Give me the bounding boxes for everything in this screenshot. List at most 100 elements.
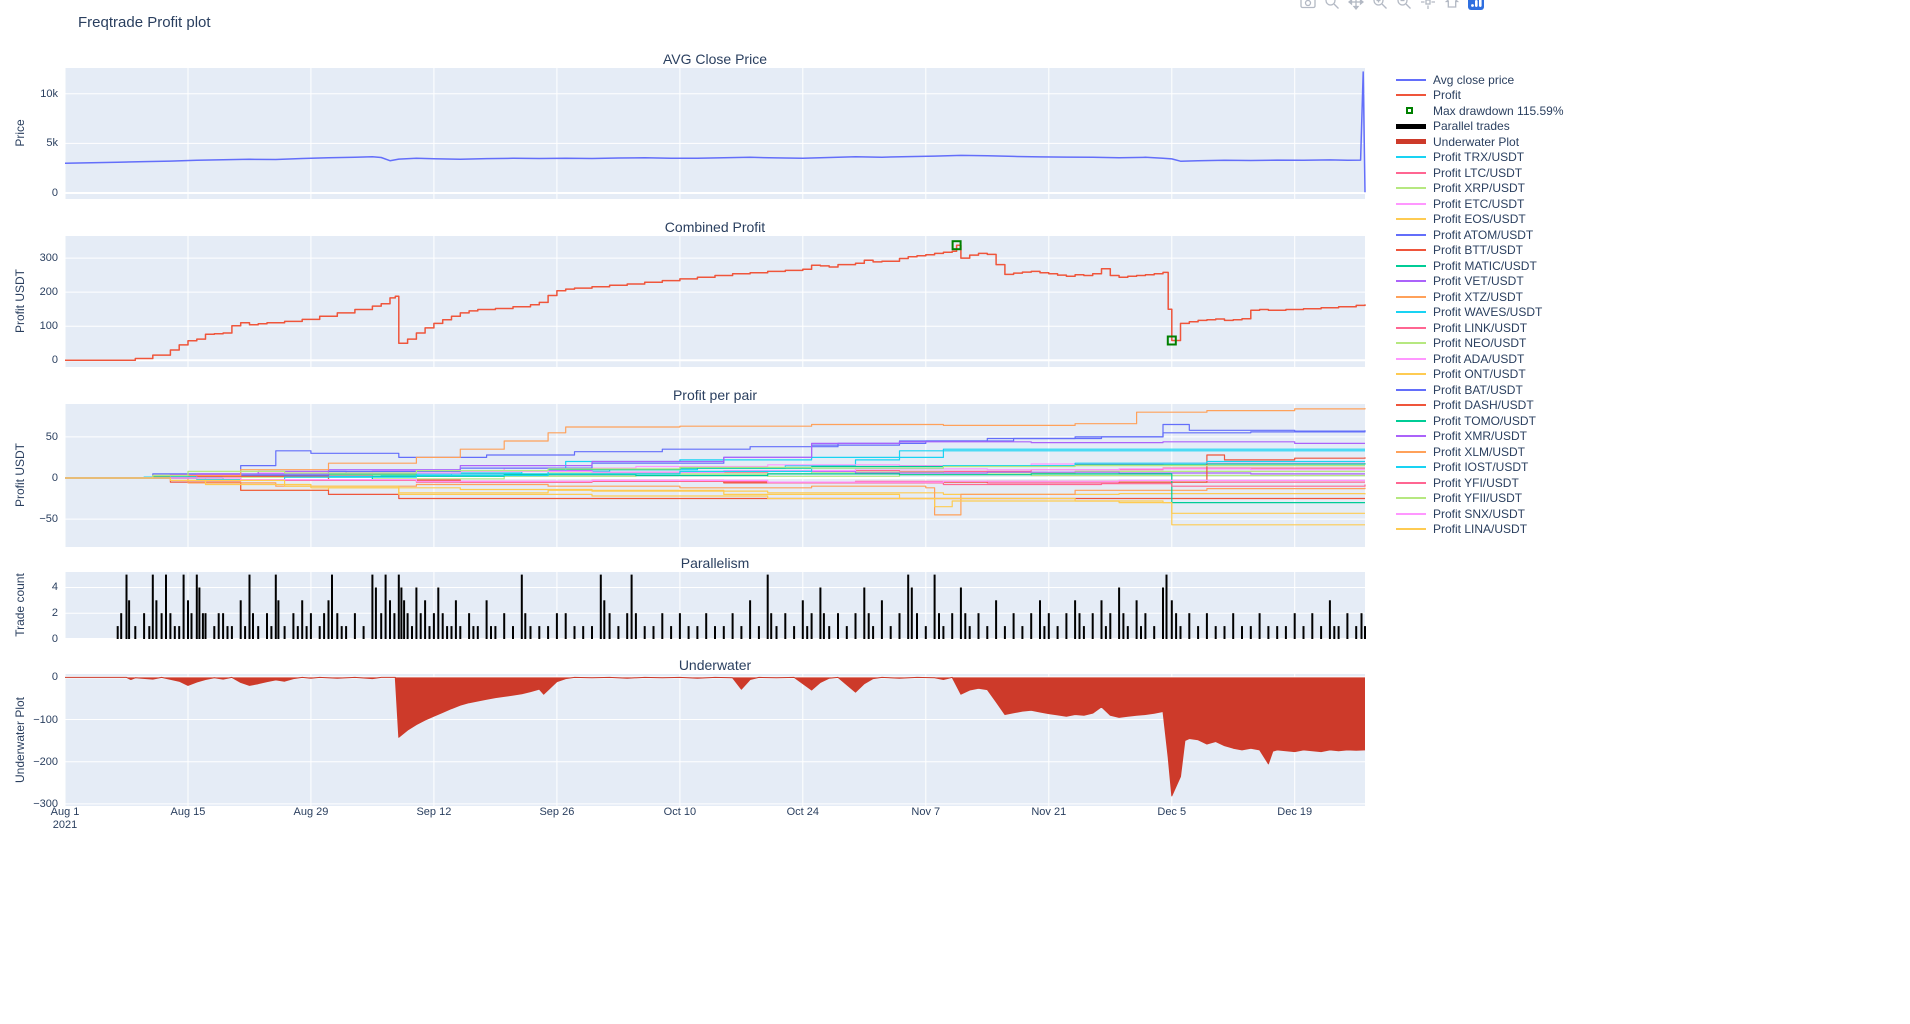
- y-tick-label: 100: [39, 320, 58, 333]
- legend-item[interactable]: Avg close price: [1396, 72, 1564, 88]
- y-tick-label: 5k: [46, 137, 58, 150]
- legend-line-sample-icon: [1396, 218, 1426, 221]
- legend-item[interactable]: Profit ADA/USDT: [1396, 351, 1564, 367]
- y-tick-label: 10k: [40, 87, 58, 100]
- legend-label: Profit VET/USDT: [1433, 274, 1524, 289]
- legend-line-sample-icon: [1396, 311, 1426, 314]
- legend-item[interactable]: Profit BAT/USDT: [1396, 382, 1564, 398]
- legend-line-sample-icon: [1396, 78, 1426, 81]
- legend-label: Profit ADA/USDT: [1433, 351, 1525, 366]
- subplot-title-combined-profit: Combined Profit: [664, 219, 766, 235]
- legend-item[interactable]: Profit XLM/USDT: [1396, 444, 1564, 460]
- legend-label: Profit MATIC/USDT: [1433, 258, 1537, 273]
- legend-line-sample-icon: [1396, 171, 1426, 174]
- x-tick-label: Sep 26: [539, 806, 575, 818]
- x-tick-label: Aug 15: [170, 806, 206, 818]
- legend-item[interactable]: Profit VET/USDT: [1396, 274, 1564, 290]
- modebar-zoom-out-icon[interactable]: [1396, 0, 1412, 15]
- legend-item[interactable]: Profit: [1396, 88, 1564, 104]
- y-tick-label: 0: [51, 471, 58, 484]
- subplot-combined-profit[interactable]: [64, 236, 1366, 367]
- plotly-logo-icon[interactable]: [1468, 0, 1484, 15]
- subplot-profit-per-pair[interactable]: [64, 404, 1366, 547]
- x-tick-label: Nov 21: [1031, 806, 1067, 818]
- legend: Avg close price Profit Max drawdown 115.59…: [1396, 72, 1564, 537]
- legend-line-sample-icon: [1396, 466, 1426, 469]
- legend-item[interactable]: Profit ONT/USDT: [1396, 367, 1564, 383]
- legend-item[interactable]: Parallel trades: [1396, 119, 1564, 135]
- legend-item[interactable]: Profit YFII/USDT: [1396, 491, 1564, 507]
- legend-item[interactable]: Profit TRX/USDT: [1396, 150, 1564, 166]
- y-tick-label: 0: [51, 671, 58, 684]
- y-tick-label: −300: [33, 797, 58, 810]
- modebar-reset-icon[interactable]: [1444, 0, 1460, 15]
- x-tick-label: Sep 12: [416, 806, 452, 818]
- legend-item[interactable]: Profit IOST/USDT: [1396, 460, 1564, 476]
- legend-line-sample-icon: [1396, 123, 1426, 129]
- legend-item[interactable]: Profit ETC/USDT: [1396, 196, 1564, 212]
- legend-item[interactable]: Profit ATOM/USDT: [1396, 227, 1564, 243]
- legend-label: Profit BAT/USDT: [1433, 382, 1523, 397]
- legend-item[interactable]: Profit MATIC/USDT: [1396, 258, 1564, 274]
- subplot-avg-close-price[interactable]: [64, 68, 1366, 199]
- modebar-zoom-icon[interactable]: [1324, 0, 1340, 15]
- x-tick-label: Dec 19: [1277, 806, 1313, 818]
- legend-item[interactable]: Profit BTT/USDT: [1396, 243, 1564, 259]
- legend-label: Profit BTT/USDT: [1433, 243, 1524, 258]
- legend-label: Profit LINK/USDT: [1433, 320, 1528, 335]
- legend-line-sample-icon: [1396, 388, 1426, 391]
- legend-line-sample-icon: [1396, 156, 1426, 159]
- legend-label: Profit XMR/USDT: [1433, 429, 1528, 444]
- legend-item[interactable]: Profit LINA/USDT: [1396, 522, 1564, 538]
- modebar-autoscale-icon[interactable]: [1420, 0, 1436, 15]
- modebar-pan-icon[interactable]: [1347, 0, 1365, 15]
- legend-line-sample-icon: [1396, 497, 1426, 500]
- legend-label: Profit: [1433, 88, 1462, 103]
- legend-item[interactable]: Profit WAVES/USDT: [1396, 305, 1564, 321]
- legend-label: Profit WAVES/USDT: [1433, 305, 1543, 320]
- legend-item[interactable]: Max drawdown 115.59%: [1396, 103, 1564, 119]
- subplot-title-underwater: Underwater: [678, 657, 752, 673]
- modebar-camera-icon[interactable]: [1300, 0, 1316, 15]
- legend-line-sample-icon: [1396, 233, 1426, 236]
- legend-item[interactable]: Profit LTC/USDT: [1396, 165, 1564, 181]
- legend-line-sample-icon: [1396, 280, 1426, 283]
- modebar-zoom-in-icon[interactable]: [1372, 0, 1388, 15]
- legend-line-sample-icon: [1396, 139, 1426, 145]
- legend-line-sample-icon: [1396, 249, 1426, 252]
- y-tick-label: 300: [39, 252, 58, 265]
- legend-item[interactable]: Profit XRP/USDT: [1396, 181, 1564, 197]
- legend-item[interactable]: Profit XMR/USDT: [1396, 429, 1564, 445]
- y-tick-label: 2: [51, 607, 58, 620]
- legend-label: Profit ONT/USDT: [1433, 367, 1526, 382]
- legend-line-sample-icon: [1396, 450, 1426, 453]
- modebar: [1300, 0, 1484, 15]
- legend-line-sample-icon: [1396, 295, 1426, 298]
- legend-item[interactable]: Profit YFI/USDT: [1396, 475, 1564, 491]
- subplot-title-profit-per-pair: Profit per pair: [672, 387, 758, 403]
- legend-item[interactable]: Profit TOMO/USDT: [1396, 413, 1564, 429]
- x-tick-label: Oct 24: [786, 806, 820, 818]
- legend-item[interactable]: Profit XTZ/USDT: [1396, 289, 1564, 305]
- y-tick-label: −100: [33, 713, 58, 726]
- legend-label: Parallel trades: [1433, 119, 1510, 134]
- legend-label: Profit ATOM/USDT: [1433, 227, 1534, 242]
- legend-line-sample-icon: [1396, 326, 1426, 329]
- legend-label: Underwater Plot: [1433, 134, 1520, 149]
- legend-item[interactable]: Profit LINK/USDT: [1396, 320, 1564, 336]
- subplot-underwater[interactable]: [64, 674, 1366, 806]
- legend-item[interactable]: Underwater Plot: [1396, 134, 1564, 150]
- legend-label: Profit LINA/USDT: [1433, 522, 1528, 537]
- legend-item[interactable]: Profit DASH/USDT: [1396, 398, 1564, 414]
- legend-item[interactable]: Profit NEO/USDT: [1396, 336, 1564, 352]
- subplot-parallelism[interactable]: [64, 572, 1366, 640]
- subplot-title-avg-close-price: AVG Close Price: [663, 51, 767, 67]
- x-tick-label: Dec 5: [1157, 806, 1187, 818]
- legend-item[interactable]: Profit EOS/USDT: [1396, 212, 1564, 228]
- y-tick-label: 4: [51, 581, 58, 594]
- legend-line-sample-icon: [1396, 404, 1426, 407]
- legend-label: Profit SNX/USDT: [1433, 506, 1526, 521]
- legend-label: Profit NEO/USDT: [1433, 336, 1527, 351]
- legend-item[interactable]: Profit SNX/USDT: [1396, 506, 1564, 522]
- y-tick-label: 50: [45, 430, 58, 443]
